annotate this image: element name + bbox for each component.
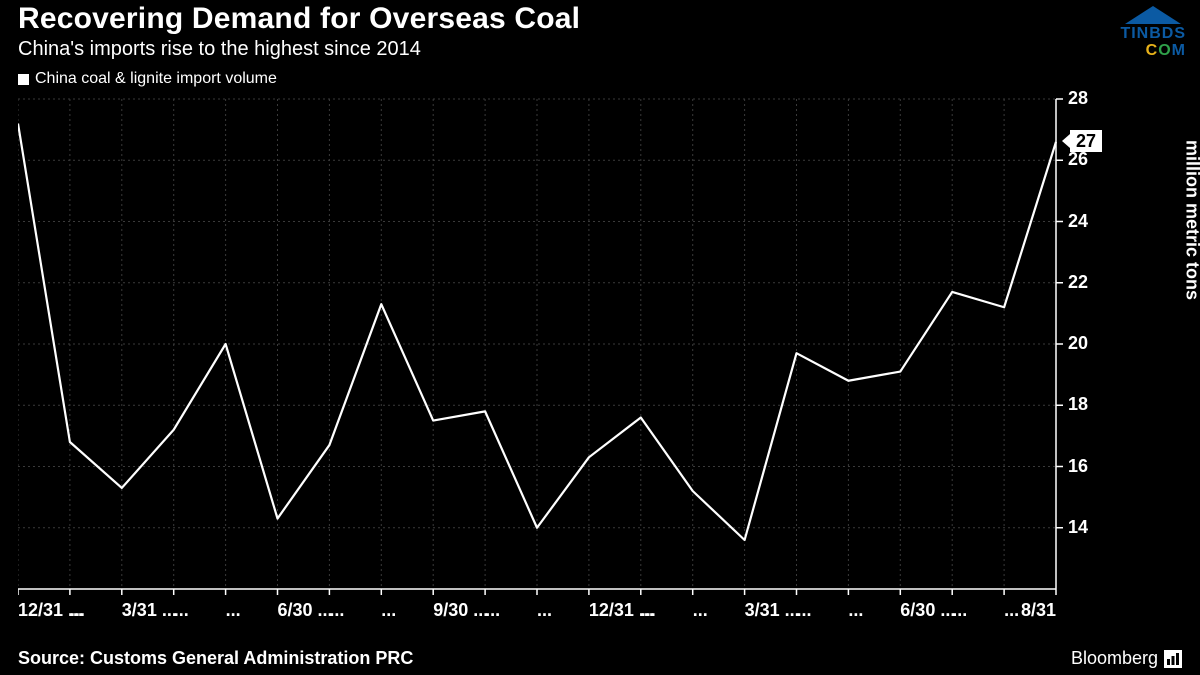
x-tick-label: 9/30 ... bbox=[433, 600, 488, 621]
watermark-logo: TINBDS COM bbox=[1120, 6, 1186, 59]
chart-subtitle: China's imports rise to the highest sinc… bbox=[18, 38, 1070, 61]
y-tick-label: 22 bbox=[1068, 272, 1088, 293]
brand-icon bbox=[1164, 650, 1182, 668]
header: Recovering Demand for Overseas Coal Chin… bbox=[18, 2, 1070, 61]
line-chart-svg bbox=[18, 95, 1128, 595]
x-tick-label: ... bbox=[848, 600, 863, 621]
x-tick-label: 3/31 ... bbox=[122, 600, 177, 621]
x-tick-label: ... bbox=[641, 600, 656, 621]
y-tick-label: 18 bbox=[1068, 394, 1088, 415]
brand-text: Bloomberg bbox=[1071, 648, 1158, 669]
x-axis-labels: 12/31 ......3/31 .........6/30 .........… bbox=[18, 600, 1128, 625]
x-tick-label: ... bbox=[329, 600, 344, 621]
x-tick-label: ... bbox=[485, 600, 500, 621]
y-tick-label: 16 bbox=[1068, 456, 1088, 477]
chart-container: Recovering Demand for Overseas Coal Chin… bbox=[0, 0, 1200, 675]
y-axis-label: million metric tons bbox=[1182, 140, 1200, 300]
x-tick-label: 8/31 bbox=[1021, 600, 1056, 621]
y-tick-label: 14 bbox=[1068, 517, 1088, 538]
source-text: Source: Customs General Administration P… bbox=[18, 648, 413, 669]
x-tick-label: 6/30 ... bbox=[278, 600, 333, 621]
plot-area: 1416182022242628 27 bbox=[18, 95, 1128, 595]
watermark-line1: TINBDS bbox=[1120, 26, 1186, 42]
brand: Bloomberg bbox=[1071, 648, 1182, 669]
x-tick-label: ... bbox=[381, 600, 396, 621]
x-tick-label: ... bbox=[537, 600, 552, 621]
y-tick-label: 24 bbox=[1068, 211, 1088, 232]
y-tick-label: 20 bbox=[1068, 333, 1088, 354]
x-tick-label: ... bbox=[797, 600, 812, 621]
last-value-callout: 27 bbox=[1070, 130, 1102, 152]
x-tick-label: ... bbox=[70, 600, 85, 621]
watermark-line2: COM bbox=[1120, 43, 1186, 59]
legend: China coal & lignite import volume bbox=[18, 70, 277, 88]
x-tick-label: ... bbox=[226, 600, 241, 621]
x-tick-label: ... bbox=[952, 600, 967, 621]
x-tick-label: 6/30 ... bbox=[900, 600, 955, 621]
house-roof-icon bbox=[1125, 6, 1181, 24]
x-tick-label: 3/31 ... bbox=[745, 600, 800, 621]
chart-title: Recovering Demand for Overseas Coal bbox=[18, 2, 1070, 36]
x-tick-label: ... bbox=[1004, 600, 1019, 621]
legend-label: China coal & lignite import volume bbox=[35, 70, 277, 88]
y-tick-label: 26 bbox=[1068, 149, 1088, 170]
x-tick-label: ... bbox=[693, 600, 708, 621]
y-tick-label: 28 bbox=[1068, 88, 1088, 109]
x-tick-label: ... bbox=[174, 600, 189, 621]
legend-swatch bbox=[18, 74, 29, 85]
footer: Source: Customs General Administration P… bbox=[18, 648, 1182, 669]
